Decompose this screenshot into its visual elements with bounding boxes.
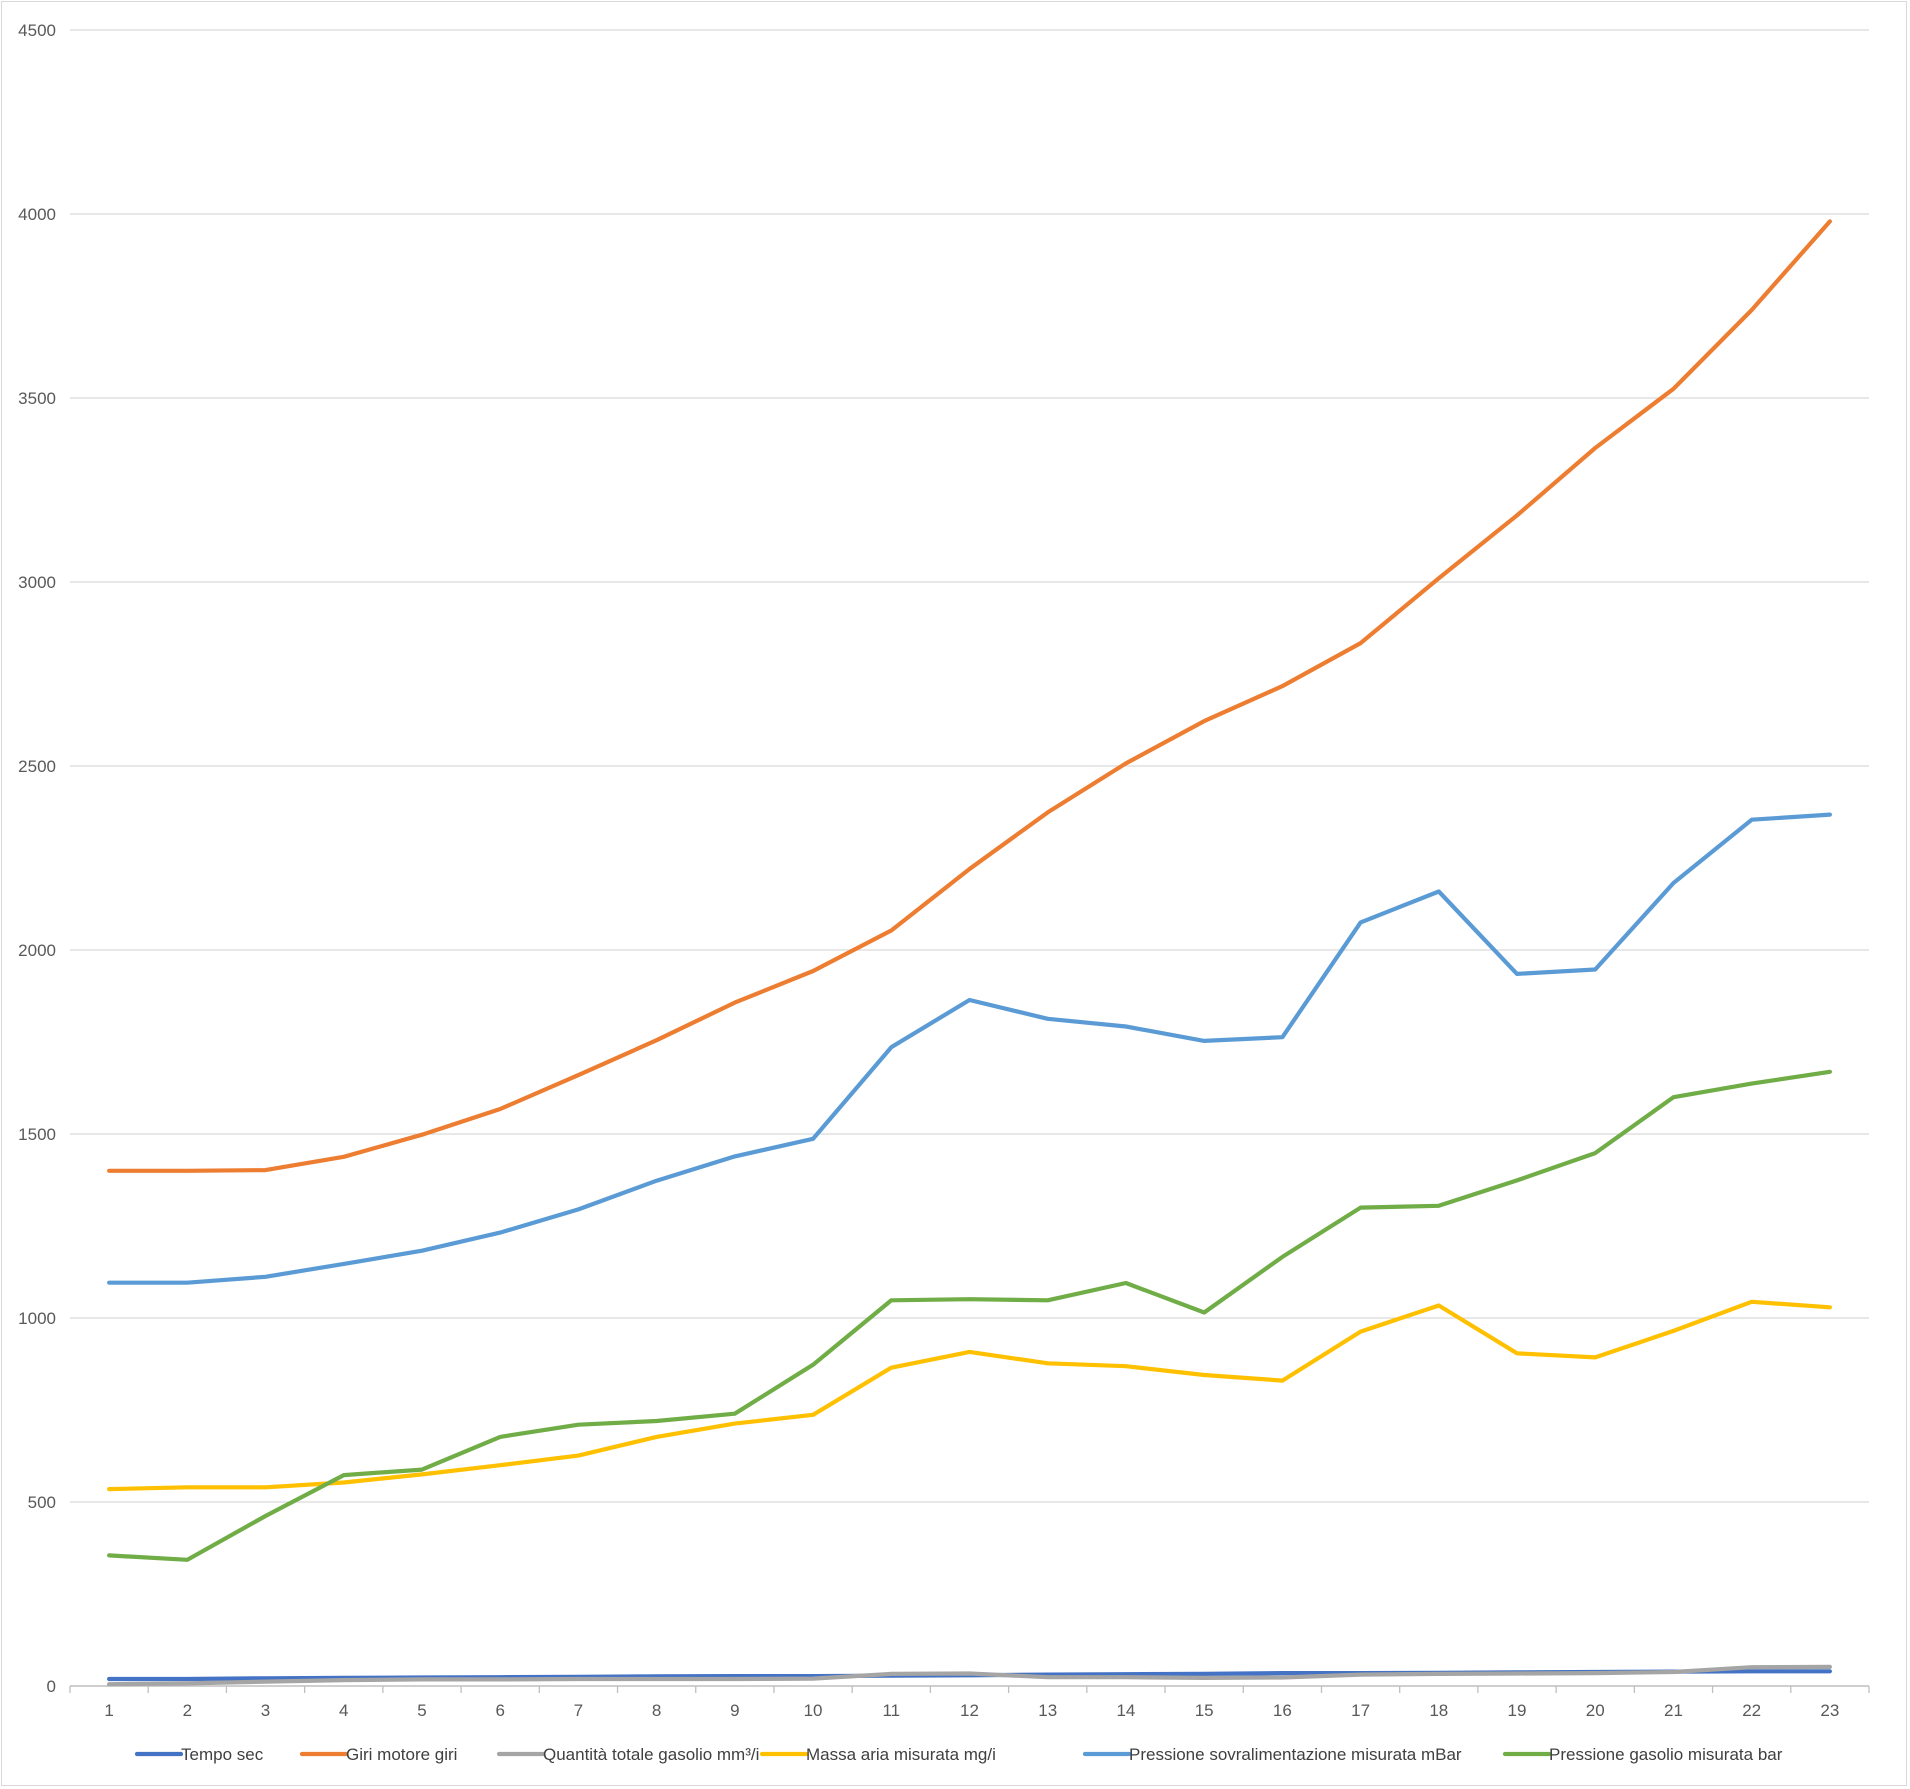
x-tick-label: 7 — [574, 1701, 583, 1720]
x-tick-label: 11 — [882, 1701, 900, 1720]
legend-label: Giri motore giri — [346, 1745, 457, 1764]
y-tick-label: 0 — [47, 1677, 56, 1696]
series-line — [106, 1069, 1833, 1562]
legend-label: Pressione gasolio misurata bar — [1549, 1745, 1783, 1764]
x-tick-label: 9 — [730, 1701, 739, 1720]
y-tick-label: 4500 — [18, 21, 56, 40]
y-tick-label: 2500 — [18, 757, 56, 776]
x-tick-label: 10 — [804, 1701, 823, 1720]
legend: Tempo sec Giri motore giri Quantità totale… — [134, 1745, 1783, 1764]
legend-item: Giri motore giri — [299, 1745, 457, 1764]
y-tick-label: 3000 — [18, 573, 56, 592]
legend-label: Massa aria misurata mg/i — [806, 1745, 996, 1764]
x-tick-label: 5 — [417, 1701, 426, 1720]
x-tick-label: 16 — [1273, 1701, 1292, 1720]
legend-label: Tempo sec — [181, 1745, 264, 1764]
x-tick-label: 21 — [1664, 1701, 1683, 1720]
x-tick-label: 2 — [183, 1701, 192, 1720]
legend-item: Massa aria misurata mg/i — [759, 1745, 996, 1764]
y-tick-label: 1500 — [18, 1125, 56, 1144]
series-line — [106, 812, 1833, 1285]
x-tick-label: 4 — [339, 1701, 348, 1720]
x-tick-label: 15 — [1195, 1701, 1214, 1720]
legend-item: Pressione sovralimentazione misurata mBa… — [1082, 1745, 1462, 1764]
gridlines — [70, 29, 1869, 1503]
y-tick-label: 500 — [28, 1493, 56, 1512]
x-tick-label: 3 — [261, 1701, 270, 1720]
legend-item: Quantità totale gasolio mm³/i — [496, 1745, 759, 1764]
legend-item: Tempo sec — [134, 1745, 264, 1764]
y-tick-label: 1000 — [18, 1309, 56, 1328]
x-tick-label: 20 — [1586, 1701, 1605, 1720]
x-tick-label: 8 — [652, 1701, 661, 1720]
y-tick-label: 3500 — [18, 389, 56, 408]
x-tick-label: 12 — [960, 1701, 979, 1720]
series-lines — [106, 219, 1833, 1687]
x-tick-label: 17 — [1351, 1701, 1370, 1720]
x-tick-label: 14 — [1116, 1701, 1135, 1720]
x-tick-label: 18 — [1429, 1701, 1448, 1720]
series-line — [106, 1299, 1833, 1492]
legend-label: Pressione sovralimentazione misurata mBa… — [1129, 1745, 1462, 1764]
y-tick-label: 2000 — [18, 941, 56, 960]
x-tick-label: 22 — [1742, 1701, 1761, 1720]
x-tick-label: 23 — [1820, 1701, 1839, 1720]
x-tick-label: 19 — [1508, 1701, 1527, 1720]
legend-label: Quantità totale gasolio mm³/i — [543, 1745, 759, 1764]
series-line — [106, 1664, 1833, 1687]
x-tick-label: 1 — [104, 1701, 113, 1720]
legend-item: Pressione gasolio misurata bar — [1502, 1745, 1783, 1764]
x-tick-label: 13 — [1038, 1701, 1057, 1720]
y-tick-label: 4000 — [18, 205, 56, 224]
series-line — [106, 219, 1833, 1173]
x-tick-label: 6 — [495, 1701, 504, 1720]
